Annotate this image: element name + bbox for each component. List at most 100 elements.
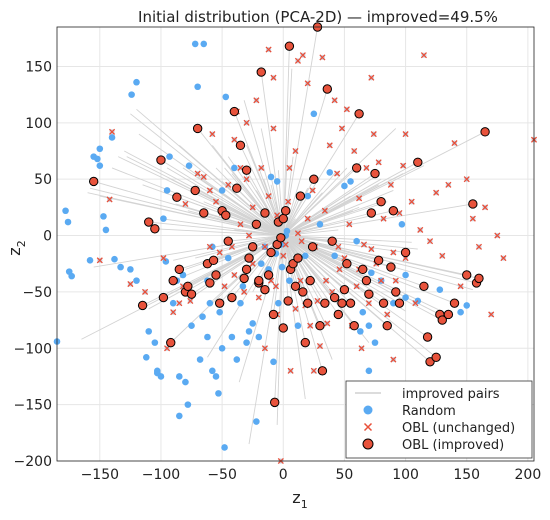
y-tick-label: 150 bbox=[25, 59, 52, 75]
obl-improved-point bbox=[317, 366, 328, 376]
obl-improved-point bbox=[214, 298, 225, 308]
obl-unchanged-point bbox=[336, 266, 343, 273]
obl-unchanged-point bbox=[261, 345, 268, 352]
obl-improved-point bbox=[339, 284, 350, 295]
obl-unchanged-point bbox=[368, 74, 375, 81]
obl-unchanged-point bbox=[488, 311, 495, 318]
random-point bbox=[326, 169, 334, 176]
random-point bbox=[163, 187, 171, 194]
random-point bbox=[371, 339, 379, 346]
y-tick-labels: −200 −150 −100 −50 0 50 100 150 bbox=[14, 59, 52, 470]
legend-label: improved pairs bbox=[402, 387, 500, 402]
obl-improved-point bbox=[419, 281, 429, 291]
obl-improved-point bbox=[351, 163, 362, 173]
obl-improved-point bbox=[422, 332, 433, 342]
random-point bbox=[133, 78, 140, 86]
random-point bbox=[166, 153, 173, 160]
obl-improved-point bbox=[373, 255, 384, 266]
obl-unchanged-point bbox=[457, 283, 464, 290]
random-point bbox=[245, 328, 253, 335]
obl-unchanged-point bbox=[282, 241, 289, 248]
obl-unchanged-point bbox=[206, 187, 213, 194]
random-point bbox=[270, 358, 277, 366]
obl-unchanged-point bbox=[231, 136, 238, 143]
random-point bbox=[212, 373, 220, 380]
obl-improved-point bbox=[345, 298, 356, 308]
legend-items: improved pairs Random OBL (unchanged) OBL (… bbox=[355, 387, 515, 453]
random-point bbox=[86, 257, 94, 264]
legend-box bbox=[345, 380, 533, 459]
random-point bbox=[301, 252, 309, 260]
obl-improved-point bbox=[382, 321, 392, 331]
obl-improved-point bbox=[208, 255, 219, 266]
obl-unchanged-point bbox=[445, 181, 452, 188]
svg-text:z1: z1 bbox=[292, 488, 307, 511]
random-point bbox=[359, 308, 367, 316]
random-point bbox=[253, 418, 260, 425]
obl-improved-point bbox=[361, 275, 372, 286]
legend-label: OBL (unchanged) bbox=[402, 421, 515, 436]
obl-improved-point bbox=[366, 208, 377, 218]
obl-improved-point bbox=[158, 292, 169, 303]
obl-improved-point bbox=[327, 236, 337, 246]
obl-improved-point bbox=[474, 273, 484, 284]
obl-improved-point bbox=[333, 309, 344, 320]
obl-improved-point bbox=[337, 298, 347, 308]
y-tick-label: −50 bbox=[22, 285, 52, 301]
obl-improved-point bbox=[358, 264, 368, 275]
obl-unchanged-point bbox=[255, 294, 262, 301]
random-point bbox=[199, 313, 206, 321]
legend-item: Random bbox=[363, 404, 456, 419]
obl-unchanged-point bbox=[304, 215, 311, 222]
random-point bbox=[365, 367, 373, 375]
obl-improved-point bbox=[268, 309, 279, 320]
legend-item: OBL (improved) bbox=[362, 438, 504, 453]
obl-unchanged-point bbox=[299, 52, 306, 59]
random-point bbox=[151, 339, 159, 346]
obl-unchanged-point bbox=[237, 221, 244, 228]
random-point bbox=[157, 373, 165, 380]
random-point bbox=[218, 187, 226, 194]
obl-improved-points bbox=[88, 22, 490, 408]
random-point bbox=[127, 266, 134, 273]
obl-improved-point bbox=[480, 127, 490, 137]
y-tick-label: 100 bbox=[25, 116, 52, 132]
obl-improved-point bbox=[354, 109, 364, 119]
obl-improved-point bbox=[144, 217, 154, 227]
obl-unchanged-point bbox=[96, 257, 103, 264]
obl-improved-point bbox=[349, 321, 359, 331]
obl-improved-point bbox=[260, 284, 270, 295]
obl-unchanged-point bbox=[243, 119, 250, 126]
y-tick-label: 0 bbox=[43, 229, 52, 245]
obl-improved-point bbox=[284, 41, 295, 51]
obl-unchanged-point bbox=[392, 277, 399, 284]
random-point bbox=[191, 40, 199, 48]
obl-improved-point bbox=[172, 192, 182, 202]
obl-unchanged-point bbox=[212, 198, 220, 205]
obl-improved-point bbox=[364, 289, 374, 299]
obl-unchanged-point bbox=[375, 159, 382, 166]
random-point bbox=[357, 328, 364, 335]
random-point bbox=[188, 322, 195, 330]
obl-improved-point bbox=[305, 275, 315, 286]
obl-improved-point bbox=[309, 174, 319, 184]
random-point bbox=[196, 356, 204, 363]
obl-unchanged-point bbox=[194, 170, 201, 177]
random-point bbox=[347, 178, 354, 185]
obl-improved-point bbox=[378, 298, 389, 308]
random-point bbox=[463, 302, 471, 309]
obl-improved-point bbox=[190, 185, 200, 196]
obl-improved-point bbox=[254, 275, 264, 286]
legend: improved pairs Random OBL (unchanged) OBL (… bbox=[345, 380, 533, 459]
obl-unchanged-point bbox=[127, 280, 134, 288]
obl-unchanged-point bbox=[272, 283, 279, 290]
plot-frame bbox=[56, 26, 535, 462]
random-point bbox=[221, 444, 228, 451]
obl-unchanged-point bbox=[360, 241, 368, 248]
obl-unchanged-point bbox=[294, 230, 302, 237]
obl-unchanged-point bbox=[343, 106, 350, 113]
random-point bbox=[402, 271, 409, 279]
random-point bbox=[275, 299, 282, 307]
obl-unchanged-point bbox=[368, 246, 375, 253]
obl-unchanged-point bbox=[270, 74, 277, 81]
